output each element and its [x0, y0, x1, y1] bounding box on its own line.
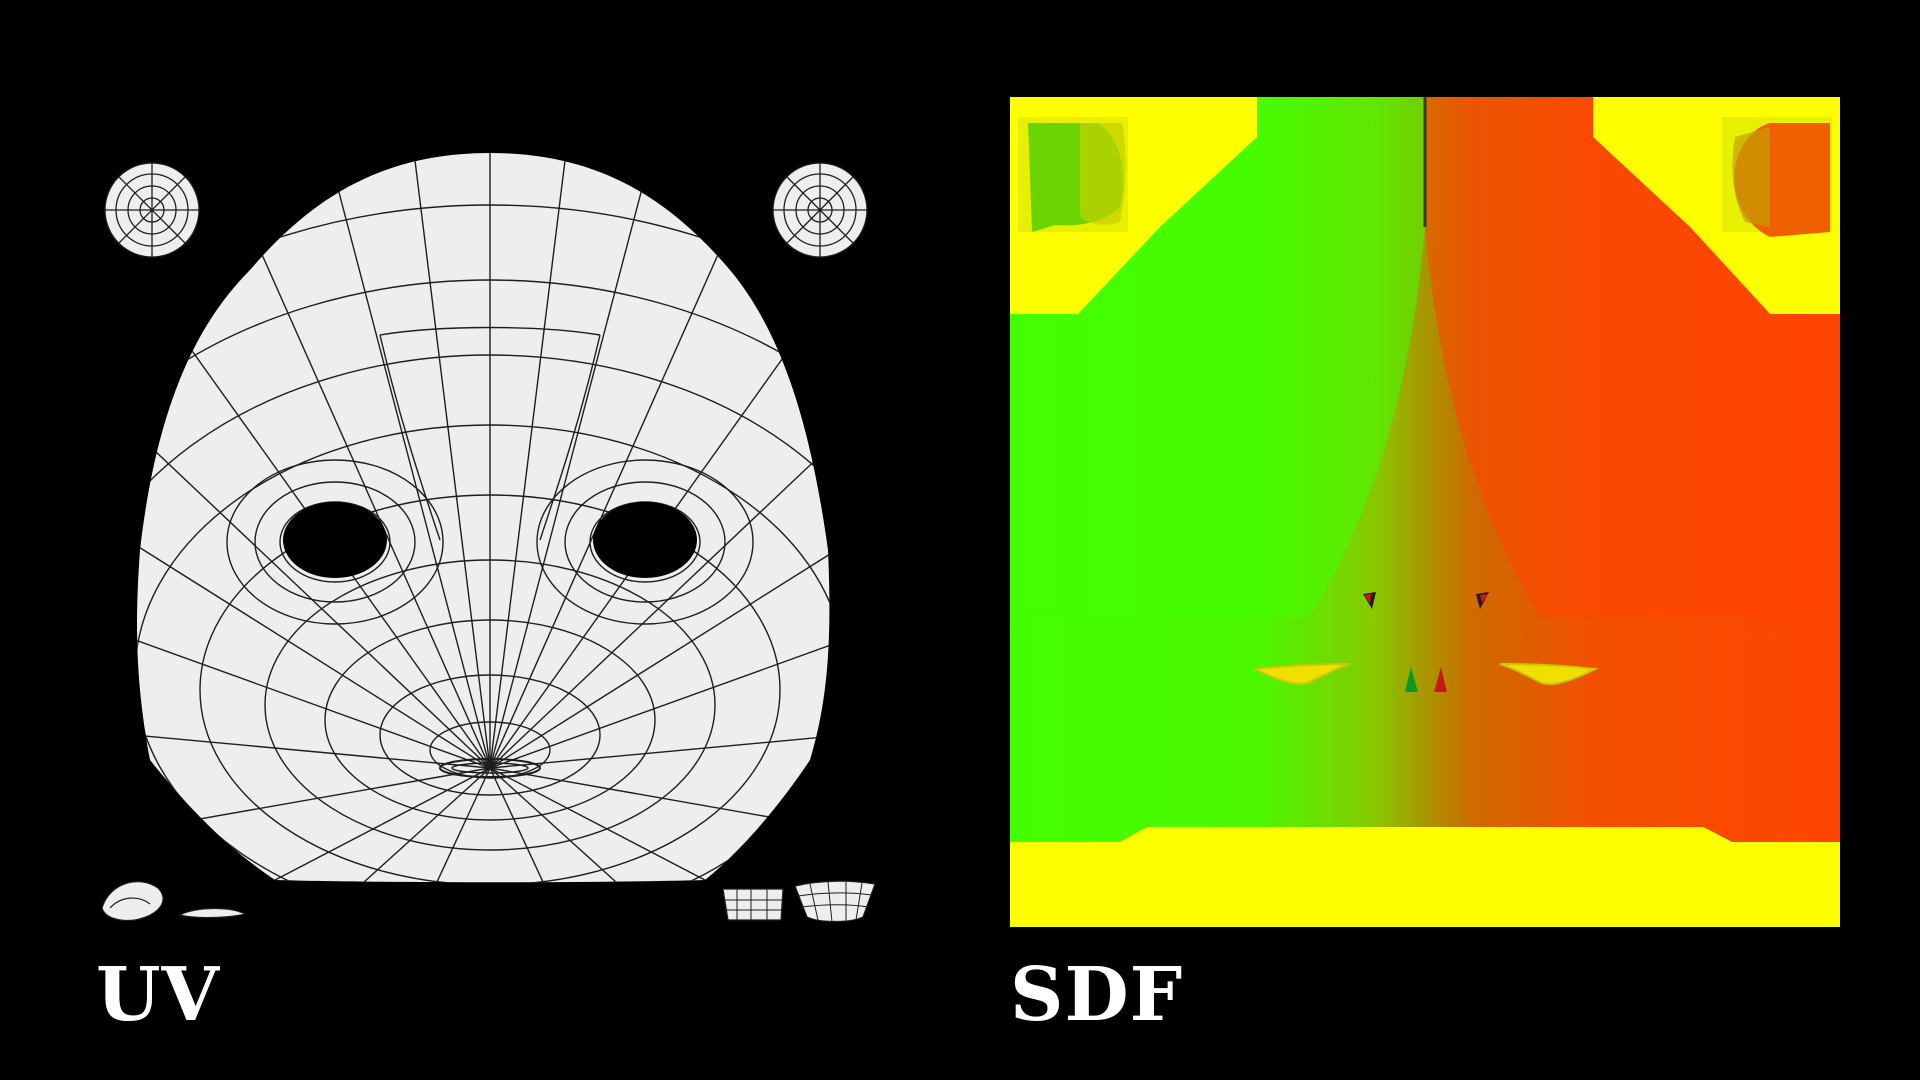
uv-caption: UV: [96, 952, 220, 1038]
sdf-map-image: [1010, 97, 1840, 927]
sdf-nose-left-marker: [1405, 667, 1418, 692]
sdf-right-cheek-mark: [1499, 663, 1599, 685]
face-wireframe: [137, 153, 830, 883]
mouth-slit: [439, 758, 541, 778]
sdf-left-eyeball-patch: [1018, 117, 1128, 232]
uv-layout-image: [101, 153, 876, 923]
uv-layout-panel: [80, 120, 900, 940]
sdf-right-region: [1425, 97, 1840, 617]
small-uv-islands-left: [101, 881, 247, 922]
right-eyeball-uv-island: [772, 162, 868, 258]
sdf-nose-right-marker: [1434, 667, 1447, 692]
sdf-left-region: [1010, 97, 1425, 617]
face-uv-island: [137, 153, 830, 883]
sdf-right-eyeball-patch: [1722, 117, 1832, 237]
sdf-caption: SDF: [1010, 952, 1184, 1038]
small-uv-islands-right: [722, 880, 876, 923]
right-eye-hole: [593, 502, 697, 578]
left-eye-hole: [283, 502, 387, 578]
sdf-left-cheek-mark: [1251, 663, 1351, 685]
left-eyeball-uv-island: [104, 162, 200, 258]
sdf-brow-markers: [1363, 592, 1489, 609]
sdf-bottom-border: [1010, 827, 1840, 927]
sdf-map-panel: [1010, 97, 1840, 927]
